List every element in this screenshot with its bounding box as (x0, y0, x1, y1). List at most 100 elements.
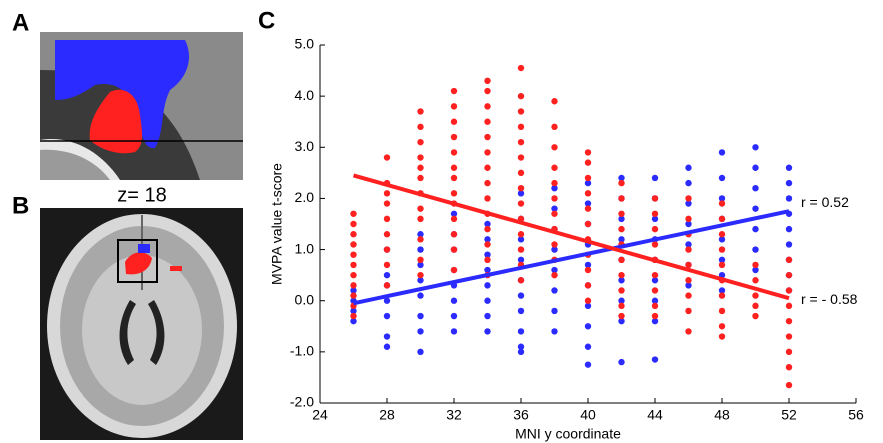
scatter-point (484, 312, 491, 320)
scatter-point (584, 266, 592, 274)
scatter-point (484, 225, 491, 233)
scatter-point (517, 185, 525, 192)
scatter-point (651, 215, 659, 223)
scatter-point (383, 200, 391, 207)
scatter-point (785, 302, 793, 310)
scatter-point (618, 277, 625, 284)
scatter-point (517, 64, 525, 72)
scatter-point (517, 190, 525, 197)
scatter-point (685, 328, 692, 335)
x-tick-label: 44 (647, 407, 663, 423)
scatter-point (484, 241, 491, 248)
panel-a-image (40, 32, 243, 180)
scatter-point (685, 195, 692, 202)
scatter-point (584, 297, 592, 304)
scatter-point (685, 282, 692, 289)
scatter-point (785, 381, 793, 389)
scatter-point (383, 231, 391, 238)
scatter-point (551, 144, 558, 151)
scatter-point (651, 271, 659, 279)
scatter-point (618, 256, 625, 263)
scatter-point (517, 277, 525, 284)
scatter-point (752, 302, 759, 310)
scatter-point (350, 317, 357, 325)
scatter-point (618, 174, 625, 182)
scatter-point (685, 277, 692, 284)
scatter-point (450, 87, 458, 95)
scatter-point (718, 292, 726, 299)
scatter-point (551, 185, 558, 192)
scatter-point (584, 190, 592, 197)
y-axis-label: MVPA value t-score (269, 163, 285, 285)
scatter-point (618, 297, 625, 304)
scatter-point (651, 302, 659, 310)
scatter-point (584, 174, 592, 182)
scatter-point (450, 133, 458, 141)
scatter-point (450, 215, 458, 223)
slice-label: z= 18 (117, 184, 166, 206)
panel-b-image (40, 208, 243, 440)
scatter-point (383, 343, 391, 350)
x-axis-label: MNI y coordinate (515, 426, 621, 442)
scatter-point (450, 190, 458, 197)
scatter-point (618, 210, 625, 217)
scatter-point (718, 149, 726, 156)
scatter-point (651, 195, 659, 202)
scatter-point (584, 302, 592, 310)
scatter-point (584, 343, 592, 350)
scatter-point (651, 225, 659, 233)
scatter-point (584, 149, 592, 156)
scatter-point (417, 174, 424, 182)
scatter-point (752, 205, 759, 212)
scatter-point (350, 312, 357, 320)
scatter-point (685, 246, 692, 253)
scatter-point (517, 154, 525, 161)
scatter-point (618, 271, 625, 279)
scatter-point (383, 271, 391, 279)
scatter-point (350, 271, 357, 279)
scatter-point (718, 261, 726, 269)
scatter-point (618, 358, 625, 366)
scatter-point (551, 179, 558, 187)
scatter-point (785, 348, 793, 356)
scatter-point (383, 246, 391, 253)
scatter-point (685, 179, 692, 187)
scatter-point (584, 205, 592, 212)
scatter-point (450, 297, 458, 304)
scatter-point (651, 317, 659, 325)
scatter-point (718, 246, 726, 253)
scatter-point (484, 282, 491, 289)
scatter-point (417, 123, 424, 131)
scatter-point (484, 236, 491, 243)
scatter-point (551, 164, 558, 171)
scatter-point (517, 246, 525, 253)
scatter-point (651, 174, 659, 182)
scatter-point (584, 200, 592, 207)
scatter-point (551, 246, 558, 253)
scatter-point (685, 215, 692, 223)
scatter-point (350, 261, 357, 269)
scatter-point (350, 307, 357, 315)
y-tick-label: 5.0 (295, 36, 315, 52)
x-tick-label: 48 (714, 407, 730, 423)
scatter-point (450, 231, 458, 238)
scatter-point (417, 154, 424, 161)
scatter-point (417, 271, 424, 279)
scatter-point (484, 149, 491, 156)
scatter-point (551, 205, 558, 212)
scatter-point (350, 251, 357, 258)
x-tick-label: 28 (379, 407, 395, 423)
scatter-point (517, 169, 525, 177)
scatter-point (785, 241, 793, 248)
scatter-point (685, 292, 692, 299)
scatter-point (718, 323, 726, 330)
scatter-point (752, 277, 759, 284)
scatter-point (484, 251, 491, 258)
fit-annotation: r = 0.52 (801, 194, 849, 210)
scatter-point (785, 225, 793, 233)
scatter-point (450, 174, 458, 182)
scatter-point (350, 220, 357, 228)
scatter-point (417, 108, 424, 115)
scatter-point (484, 195, 491, 202)
